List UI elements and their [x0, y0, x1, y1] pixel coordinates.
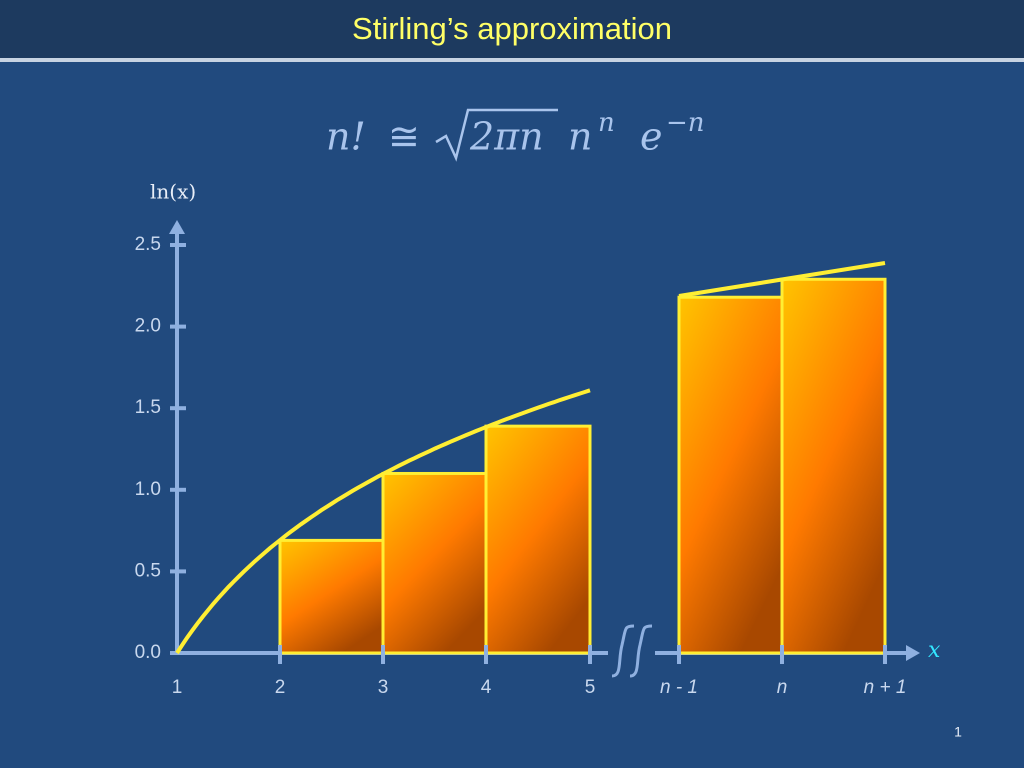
x-tick-label: n - 1: [660, 677, 698, 698]
y-tick-label: 2.0: [135, 316, 161, 337]
x-tick-label: 2: [275, 677, 286, 698]
x-tick-label: 5: [585, 677, 596, 698]
slide-title: Stirling’s approximation: [352, 11, 672, 46]
bar: [780, 277, 887, 655]
y-tick-label: 1.5: [135, 397, 161, 418]
x-axis-label: x: [928, 638, 941, 663]
y-axis-arrow: [169, 220, 185, 234]
axis-break: [611, 624, 653, 678]
y-tick-label: 2.5: [135, 234, 161, 255]
x-tick-label: 1: [172, 677, 183, 698]
formula-base: n: [568, 115, 592, 159]
bar: [381, 471, 488, 655]
y-axis-label: ln(x): [150, 180, 196, 204]
ln-curve-segment: [678, 261, 886, 298]
ln-curve: [175, 388, 591, 655]
x-tick-label: n: [777, 677, 788, 698]
bar: [278, 538, 385, 655]
page-number: 1: [954, 724, 962, 740]
x-tick-label: 3: [378, 677, 389, 698]
y-tick-label: 0.0: [135, 642, 161, 663]
formula-eexp: −n: [666, 108, 705, 138]
x-tick-label: n + 1: [864, 677, 907, 698]
formula-root: 2πn: [469, 115, 544, 159]
title-bar: [0, 0, 1024, 58]
x-tick-label: 4: [481, 677, 492, 698]
formula-e: e: [640, 115, 663, 159]
bar: [677, 295, 784, 655]
formula-lhs: n!: [326, 115, 366, 159]
formula-op: ≅: [388, 115, 420, 159]
formula: n! ≅ 2πn n n e −n: [326, 108, 705, 162]
sqrt-sign: [435, 108, 558, 162]
y-tick-label: 1.0: [135, 479, 161, 500]
formula-exp: n: [598, 108, 615, 138]
title-rule: [0, 58, 1024, 62]
bar: [484, 424, 592, 655]
x-axis-arrow: [906, 645, 920, 661]
y-tick-label: 0.5: [135, 560, 161, 581]
